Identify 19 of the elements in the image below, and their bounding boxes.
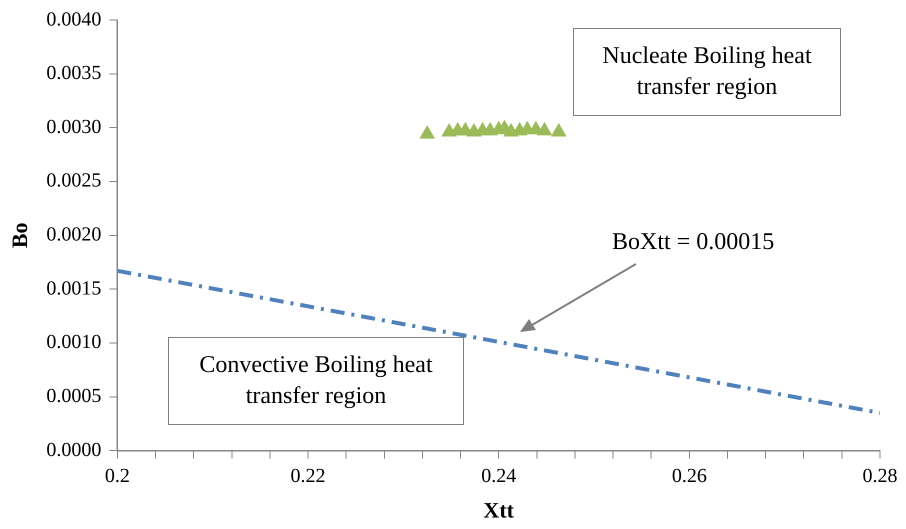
text-box: Nucleate Boiling heat transfer region: [573, 28, 841, 116]
y-tick-label: 0.0010: [46, 331, 102, 354]
y-tick-label: 0.0020: [46, 224, 102, 246]
y-tick-label: 0.0000: [46, 438, 102, 461]
y-tick-label: 0.0030: [46, 116, 102, 138]
x-axis-title: Xtt: [483, 497, 515, 522]
x-tick-label: 0.26: [672, 464, 707, 487]
y-tick-label: 0.0025: [46, 170, 102, 192]
x-tick-label: 0.22: [290, 464, 326, 487]
y-tick-label: 0.0005: [46, 385, 102, 408]
x-tick-label: 0.2: [104, 464, 130, 487]
y-tick-label: 0.0015: [46, 277, 102, 300]
x-tick-label: 0.28: [862, 464, 898, 487]
x-tick-label: 0.24: [481, 464, 516, 487]
annotation: BoXtt = 0.00015: [612, 228, 774, 256]
y-tick-label: 0.0035: [46, 62, 102, 84]
y-axis-title: Bo: [6, 222, 32, 248]
text-box: Convective Boiling heat transfer region: [168, 337, 464, 425]
y-tick-label: 0.0040: [46, 8, 102, 30]
